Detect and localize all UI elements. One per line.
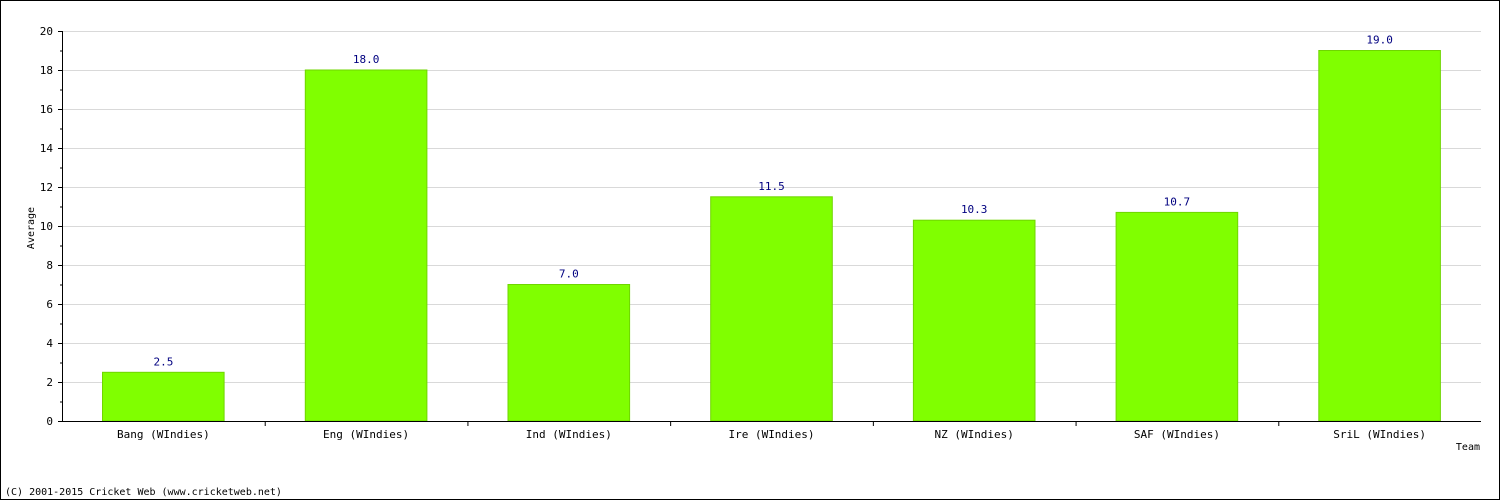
y-tick-label-2: 2 xyxy=(46,376,53,389)
bar-1 xyxy=(304,69,428,422)
bar-4 xyxy=(912,219,1036,422)
y-tick-label-0: 0 xyxy=(46,415,53,428)
bar-3 xyxy=(710,196,833,422)
data-labels: 2.5 18.0 7.0 11.5 10.3 10.7 19.0 xyxy=(153,34,1392,369)
data-label-2: 7.0 xyxy=(559,268,579,281)
category-label-5: SAF (WIndies) xyxy=(1134,428,1220,441)
y-tick-label-20: 20 xyxy=(40,25,53,38)
data-label-3: 11.5 xyxy=(758,180,785,193)
category-label-6: SriL (WIndies) xyxy=(1333,428,1426,441)
axes xyxy=(62,31,1481,422)
data-label-5: 10.7 xyxy=(1164,195,1191,208)
category-label-2: Ind (WIndies) xyxy=(526,428,612,441)
copyright-footer: (C) 2001-2015 Cricket Web (www.cricketwe… xyxy=(5,487,282,498)
category-label-3: Ire (WIndies) xyxy=(728,428,814,441)
bars xyxy=(102,50,1441,422)
y-tick-label-18: 18 xyxy=(40,64,53,77)
y-tick-label-4: 4 xyxy=(46,337,53,350)
bar-0 xyxy=(102,371,225,422)
y-axis-ticks: 0 2 4 6 8 10 12 14 16 18 20 xyxy=(40,25,62,428)
category-label-0: Bang (WIndies) xyxy=(117,428,210,441)
y-tick-label-12: 12 xyxy=(40,181,53,194)
x-axis-title: Team xyxy=(1456,442,1480,453)
y-axis-title: Average xyxy=(26,207,37,249)
y-tick-label-6: 6 xyxy=(46,298,53,311)
bar-6 xyxy=(1318,50,1441,422)
y-tick-label-16: 16 xyxy=(40,103,53,116)
y-tick-label-14: 14 xyxy=(40,142,54,155)
y-tick-label-8: 8 xyxy=(46,259,53,272)
category-label-4: NZ (WIndies) xyxy=(934,428,1013,441)
x-axis-ticks: Bang (WIndies) Eng (WIndies) Ind (WIndies)… xyxy=(117,421,1426,441)
data-label-1: 18.0 xyxy=(353,53,380,66)
data-label-6: 19.0 xyxy=(1366,34,1393,47)
y-tick-label-10: 10 xyxy=(40,220,53,233)
category-label-1: Eng (WIndies) xyxy=(323,428,409,441)
bar-2 xyxy=(507,284,631,422)
data-label-4: 10.3 xyxy=(961,203,988,216)
bar-5 xyxy=(1115,211,1239,422)
data-label-0: 2.5 xyxy=(153,355,173,368)
